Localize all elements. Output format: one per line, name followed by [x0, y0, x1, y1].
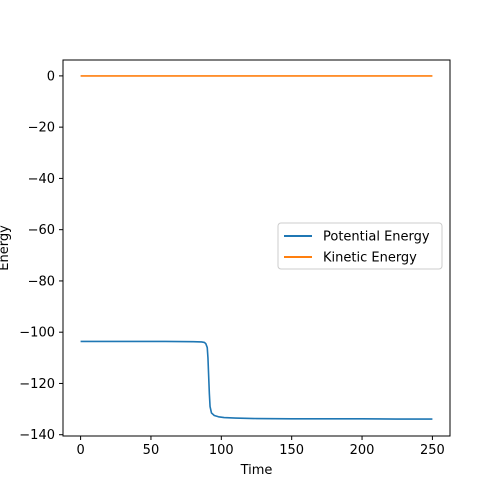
y-tick-label: −60	[28, 223, 55, 238]
y-tick-label: −100	[19, 326, 55, 341]
ticks-layer: 0 50 100 150 200 250 0 −20 −40 −60 −80 −100 −120 −140	[19, 69, 445, 458]
x-tick-label: 200	[350, 443, 375, 458]
y-tick-label: 0	[47, 69, 55, 84]
x-tick-label: 50	[143, 443, 160, 458]
legend-label-kinetic-energy: Kinetic Energy	[323, 251, 417, 266]
legend: Potential Energy Kinetic Energy	[277, 222, 443, 270]
x-tick-label: 150	[279, 443, 304, 458]
legend-box	[277, 222, 443, 270]
y-tick-label: −20	[28, 121, 55, 136]
y-tick-label: −80	[28, 274, 55, 289]
x-tick-label: 100	[209, 443, 234, 458]
axes-frame	[62, 59, 451, 437]
y-axis-label: Energy	[0, 225, 12, 271]
series-line-potential-energy	[80, 340, 433, 420]
y-tick-label: −40	[28, 172, 55, 187]
series-layer	[80, 75, 433, 420]
y-tick-label: −140	[19, 428, 55, 443]
legend-label-potential-energy: Potential Energy	[323, 230, 430, 245]
x-tick-label: 250	[420, 443, 445, 458]
y-tick-label: −120	[19, 377, 55, 392]
x-tick-label: 0	[76, 443, 84, 458]
x-axis-label: Time	[240, 463, 273, 478]
